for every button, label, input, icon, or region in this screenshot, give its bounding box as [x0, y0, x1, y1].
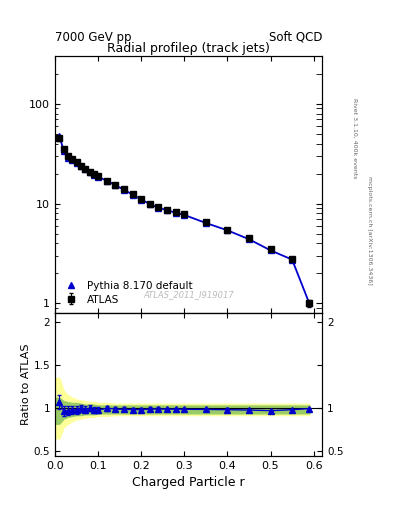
- Pythia 8.170 default: [247, 236, 252, 242]
- Pythia 8.170 default: [61, 147, 66, 154]
- Pythia 8.170 default: [92, 172, 96, 178]
- Pythia 8.170 default: [268, 247, 273, 253]
- Pythia 8.170 default: [156, 205, 161, 211]
- Text: Soft QCD: Soft QCD: [269, 31, 322, 44]
- Y-axis label: Ratio to ATLAS: Ratio to ATLAS: [21, 344, 31, 425]
- Pythia 8.170 default: [70, 157, 75, 163]
- Text: ATLAS_2011_I919017: ATLAS_2011_I919017: [143, 291, 234, 300]
- Pythia 8.170 default: [290, 257, 294, 263]
- Pythia 8.170 default: [139, 197, 143, 203]
- Pythia 8.170 default: [130, 191, 135, 198]
- Pythia 8.170 default: [121, 186, 126, 193]
- Pythia 8.170 default: [83, 166, 88, 173]
- Pythia 8.170 default: [87, 168, 92, 175]
- Title: Radial profileρ (track jets): Radial profileρ (track jets): [107, 42, 270, 55]
- Pythia 8.170 default: [105, 178, 109, 184]
- Pythia 8.170 default: [74, 160, 79, 166]
- Pythia 8.170 default: [307, 301, 312, 307]
- Text: Rivet 3.1.10, 400k events: Rivet 3.1.10, 400k events: [352, 98, 357, 179]
- Pythia 8.170 default: [165, 207, 169, 214]
- Pythia 8.170 default: [225, 227, 230, 233]
- Pythia 8.170 default: [182, 212, 187, 218]
- Text: 7000 GeV pp: 7000 GeV pp: [55, 31, 132, 44]
- Pythia 8.170 default: [173, 210, 178, 216]
- X-axis label: Charged Particle r: Charged Particle r: [132, 476, 245, 489]
- Pythia 8.170 default: [113, 182, 118, 188]
- Pythia 8.170 default: [147, 201, 152, 207]
- Pythia 8.170 default: [96, 174, 101, 180]
- Text: mcplots.cern.ch [arXiv:1306.3436]: mcplots.cern.ch [arXiv:1306.3436]: [367, 176, 373, 285]
- Legend: Pythia 8.170 default, ATLAS: Pythia 8.170 default, ATLAS: [60, 278, 196, 308]
- Pythia 8.170 default: [57, 133, 62, 139]
- Pythia 8.170 default: [204, 220, 208, 226]
- Pythia 8.170 default: [66, 155, 70, 161]
- Line: Pythia 8.170 default: Pythia 8.170 default: [57, 133, 312, 306]
- Pythia 8.170 default: [79, 163, 83, 169]
